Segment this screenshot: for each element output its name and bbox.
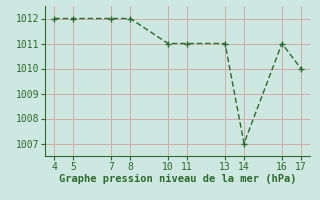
X-axis label: Graphe pression niveau de la mer (hPa): Graphe pression niveau de la mer (hPa) [59,174,296,184]
